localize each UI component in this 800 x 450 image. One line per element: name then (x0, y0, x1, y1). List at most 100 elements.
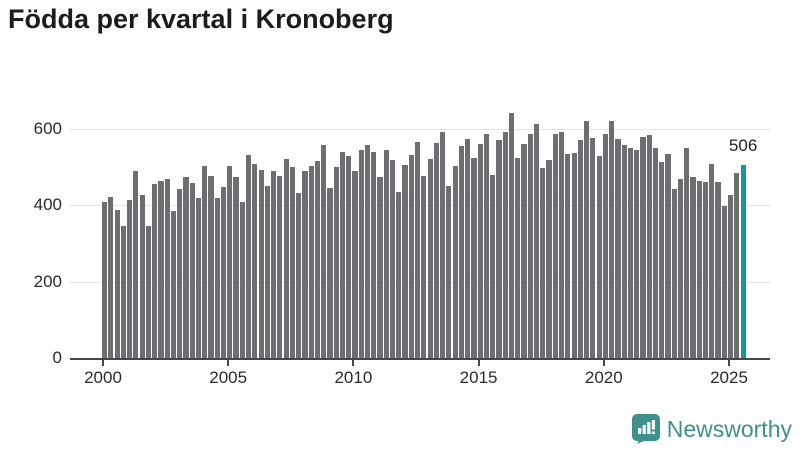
bar (465, 138, 471, 358)
x-axis-label-2020: 2020 (584, 368, 623, 387)
bar (358, 149, 364, 358)
bar (408, 155, 414, 358)
bar (239, 201, 245, 358)
x-axis-line (70, 358, 770, 360)
bar (577, 139, 583, 358)
bar (371, 151, 377, 358)
gridline-600 (70, 129, 770, 130)
bar (565, 154, 571, 358)
bar (102, 202, 108, 358)
bar (296, 193, 302, 358)
newsworthy-logo[interactable]: Newsworthy (631, 414, 792, 444)
bar (646, 135, 652, 358)
bar (108, 196, 114, 358)
x-axis-tick-2020 (602, 360, 605, 366)
bar (183, 176, 189, 358)
x-axis-label-2010: 2010 (334, 368, 373, 387)
bar (558, 132, 565, 358)
bar (446, 185, 452, 358)
bar (533, 124, 540, 358)
bar (145, 225, 151, 358)
x-axis-tick-2010 (352, 360, 355, 366)
bar (164, 178, 170, 358)
bar (415, 141, 421, 358)
bar (227, 166, 233, 358)
newsworthy-logo-text: Newsworthy (666, 415, 792, 442)
y-axis-label-600: 600 (33, 119, 62, 138)
bar (114, 209, 120, 358)
bar (364, 145, 371, 358)
bar (521, 143, 527, 358)
bar (346, 156, 352, 358)
bar (264, 185, 270, 358)
bar (652, 147, 659, 358)
bar (383, 149, 389, 358)
x-axis-tick-2000 (102, 360, 104, 366)
bar (271, 170, 277, 358)
bar (496, 140, 502, 358)
bar (615, 139, 621, 358)
bar (709, 163, 715, 358)
x-axis-tick-2015 (477, 360, 480, 366)
bar (527, 133, 533, 358)
bar (333, 167, 339, 358)
bar (721, 205, 727, 358)
bar (252, 163, 258, 358)
bar (477, 143, 483, 358)
bar (490, 174, 496, 358)
bar (728, 195, 734, 358)
bar (402, 165, 408, 358)
bar (677, 179, 684, 358)
bar (258, 169, 264, 358)
bar (540, 167, 546, 358)
bar (715, 182, 721, 358)
bar (433, 143, 439, 358)
bar (133, 171, 139, 358)
bar (515, 158, 521, 358)
bar (302, 171, 308, 358)
bar (214, 198, 220, 358)
bar (584, 120, 590, 358)
bar (321, 145, 327, 358)
bar (427, 158, 433, 358)
bar (233, 177, 239, 358)
bar (170, 210, 177, 358)
newsworthy-logo-icon (631, 414, 660, 444)
bar (289, 167, 295, 358)
bar (377, 177, 383, 358)
bar (596, 155, 602, 358)
bar (734, 173, 740, 358)
y-axis-label-400: 400 (33, 195, 62, 215)
bar (127, 200, 133, 358)
bar (634, 149, 640, 358)
bar (389, 159, 396, 358)
bar (627, 148, 634, 358)
bar (602, 133, 608, 358)
bar (590, 138, 596, 358)
bar (339, 151, 346, 358)
chart-title: Födda per kvartal i Kronoberg (8, 4, 394, 34)
bar (245, 154, 252, 358)
bar (152, 184, 158, 358)
bar (314, 160, 321, 358)
bar-highlight-latest (740, 164, 746, 358)
bar (621, 145, 627, 358)
y-axis-label-0: 0 (52, 348, 62, 367)
bar (552, 133, 558, 358)
bar (458, 145, 464, 358)
bar (283, 158, 289, 358)
bar (571, 153, 577, 358)
bar (139, 194, 145, 358)
x-axis-tick-2005 (227, 360, 230, 366)
bar (277, 175, 283, 358)
bar (220, 186, 227, 358)
bar (690, 176, 696, 358)
bar (502, 132, 508, 358)
bar (195, 197, 202, 358)
x-axis-label-2000: 2000 (84, 368, 122, 387)
bar (684, 148, 690, 358)
bar (609, 120, 615, 358)
x-axis-label-2025: 2025 (710, 368, 748, 387)
